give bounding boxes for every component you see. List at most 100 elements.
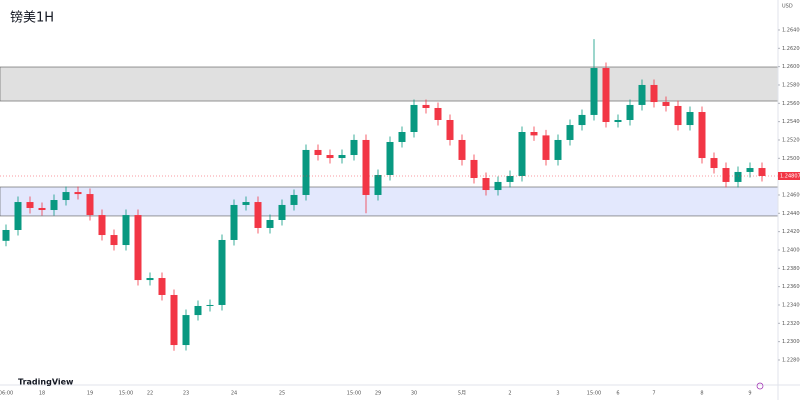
candle-body [326, 155, 334, 159]
candle-body [134, 215, 142, 281]
candle-body [98, 215, 106, 236]
candle-body [698, 112, 706, 159]
x-tick-label: 25 [279, 391, 285, 397]
y-tick-label: 1.25400 [782, 119, 800, 125]
candle-body [290, 194, 298, 205]
candle-body [254, 202, 262, 228]
y-tick-label: 1.26400 [782, 27, 800, 33]
x-tick-label: 18 [39, 391, 45, 397]
candle-body [26, 202, 34, 208]
zone [0, 186, 779, 217]
candle-body [554, 139, 562, 160]
candle-body [566, 125, 574, 140]
candle-body [494, 181, 502, 191]
candle-body [362, 139, 370, 195]
brand-logo: TradingView [18, 378, 74, 387]
x-tick-label: 2 [508, 391, 511, 397]
x-tick-label: 8 [700, 391, 703, 397]
candle-body [518, 132, 526, 176]
candle-body [62, 192, 70, 201]
candle-body [422, 104, 430, 108]
candle-body [86, 194, 94, 216]
candle-body [314, 149, 322, 156]
x-tick-label: 6 [616, 391, 619, 397]
candle-body [674, 105, 682, 126]
x-tick-label: 7 [652, 391, 655, 397]
candle-body [374, 174, 382, 195]
candle-body [614, 119, 622, 123]
zone [0, 66, 779, 102]
y-tick-label: 1.24200 [782, 229, 800, 235]
candle-body [110, 235, 118, 246]
x-tick-label: 30 [411, 391, 417, 397]
x-tick-label: 9 [748, 391, 751, 397]
candle-body [50, 200, 58, 211]
currency-label: USD [782, 4, 793, 10]
y-tick-label: 1.23800 [782, 266, 800, 272]
candle-body [590, 68, 598, 115]
candle-body [410, 104, 418, 132]
candle-body [446, 119, 454, 140]
y-tick-label: 1.25000 [782, 156, 800, 162]
candle-body [662, 102, 670, 106]
x-tick-label: 19 [87, 391, 93, 397]
y-tick-label: 1.26200 [782, 46, 800, 52]
candle-body [170, 294, 178, 346]
x-tick-label: 24 [231, 391, 237, 397]
x-tick-label: 15:00 [587, 391, 601, 397]
candle-body [350, 139, 358, 156]
candle-body [398, 132, 406, 142]
candle-body [74, 192, 82, 195]
candle-body [386, 141, 394, 175]
candle-body [578, 114, 586, 126]
last-price-label: 1.24807 [780, 174, 800, 180]
candle-body [122, 215, 130, 246]
candle-body [482, 178, 490, 191]
candle-body [38, 207, 46, 211]
y-tick-label: 1.23000 [782, 339, 800, 345]
x-tick-label: 06:00 [0, 391, 13, 397]
candle-body [230, 204, 238, 240]
y-tick-label: 1.26000 [782, 64, 800, 70]
y-tick-label: 1.24000 [782, 247, 800, 253]
x-tick-label: 22 [147, 391, 153, 397]
candle-body [194, 305, 202, 316]
candle-body [686, 112, 694, 126]
candle-body [626, 104, 634, 120]
candle-body [338, 155, 346, 159]
y-tick-label: 1.23400 [782, 302, 800, 308]
candle-body [206, 304, 214, 306]
candle-body [530, 132, 538, 136]
candle-body [14, 202, 22, 230]
candle-body [146, 278, 154, 281]
candle-body [734, 171, 742, 182]
candle-body [758, 168, 766, 176]
candle-body [650, 84, 658, 103]
last-price-tag [778, 172, 800, 180]
y-tick-label: 1.23200 [782, 321, 800, 327]
y-tick-label: 1.25600 [782, 101, 800, 107]
event-icon[interactable] [756, 382, 764, 390]
x-tick-label: 15:00 [347, 391, 361, 397]
x-tick-label: 5月 [458, 391, 466, 397]
x-tick-label: 15:00 [119, 391, 133, 397]
candle-body [158, 278, 166, 295]
candle-body [638, 84, 646, 105]
y-tick-label: 1.25800 [782, 82, 800, 88]
candle-body [602, 68, 610, 123]
chart-title: 镑美1H [10, 10, 54, 26]
candle-body [710, 158, 718, 169]
y-tick-label: 1.23600 [782, 284, 800, 290]
y-tick-label: 1.25200 [782, 137, 800, 143]
candle-body [746, 168, 754, 172]
candle-body [266, 220, 274, 228]
candle-body [242, 202, 250, 205]
candle-body [302, 149, 310, 195]
candle-body [542, 135, 550, 160]
candle-body [278, 204, 286, 220]
y-tick-label: 1.24400 [782, 211, 800, 217]
x-tick-label: 29 [375, 391, 381, 397]
candle-body [218, 239, 226, 305]
